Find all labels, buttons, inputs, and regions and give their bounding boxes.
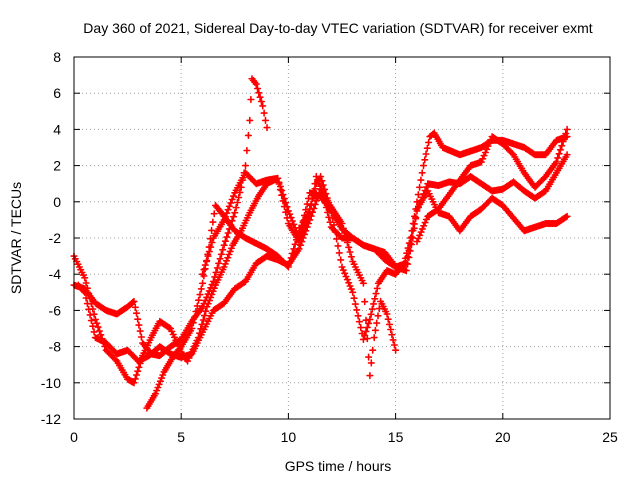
series-trace-6-markers (413, 125, 571, 246)
series-trace-6 (413, 125, 571, 246)
series-trace-2 (70, 75, 271, 360)
y-axis-label: SDTVAR / TECUs (8, 182, 24, 294)
y-tick-label: -4 (49, 266, 62, 282)
x-tick-label: 0 (70, 429, 78, 445)
y-tick-label: 6 (53, 85, 61, 101)
x-tick-label: 20 (495, 429, 511, 445)
y-tick-label: 2 (53, 158, 61, 174)
y-tick-label: -2 (49, 230, 62, 246)
series-trace-4-markers (143, 129, 571, 412)
series-trace-4 (143, 129, 571, 412)
x-axis-label: GPS time / hours (285, 458, 392, 474)
axis-ticks: 0 5 10 15 20 25 -12 -10 -8 -6 -4 -2 0 2 4 6 8 (41, 49, 618, 445)
x-tick-label: 25 (602, 429, 618, 445)
y-tick-label: -10 (41, 375, 61, 391)
y-tick-label: 0 (53, 194, 61, 210)
chart-title: Day 360 of 2021, Sidereal Day-to-day VTE… (83, 20, 592, 36)
series-trace-5 (199, 169, 571, 278)
x-tick-label: 10 (281, 429, 297, 445)
y-tick-label: -8 (49, 339, 62, 355)
plot-frame (73, 56, 611, 420)
x-tick-label: 5 (177, 429, 185, 445)
series-trace-5-markers (199, 169, 571, 278)
x-tick-label: 15 (388, 429, 404, 445)
y-tick-label: 8 (53, 49, 61, 65)
y-tick-label: 4 (53, 121, 61, 137)
y-tick-label: -6 (49, 302, 62, 318)
data-series (70, 75, 571, 412)
y-tick-label: -12 (41, 411, 61, 427)
series-trace-2-markers (70, 75, 271, 360)
